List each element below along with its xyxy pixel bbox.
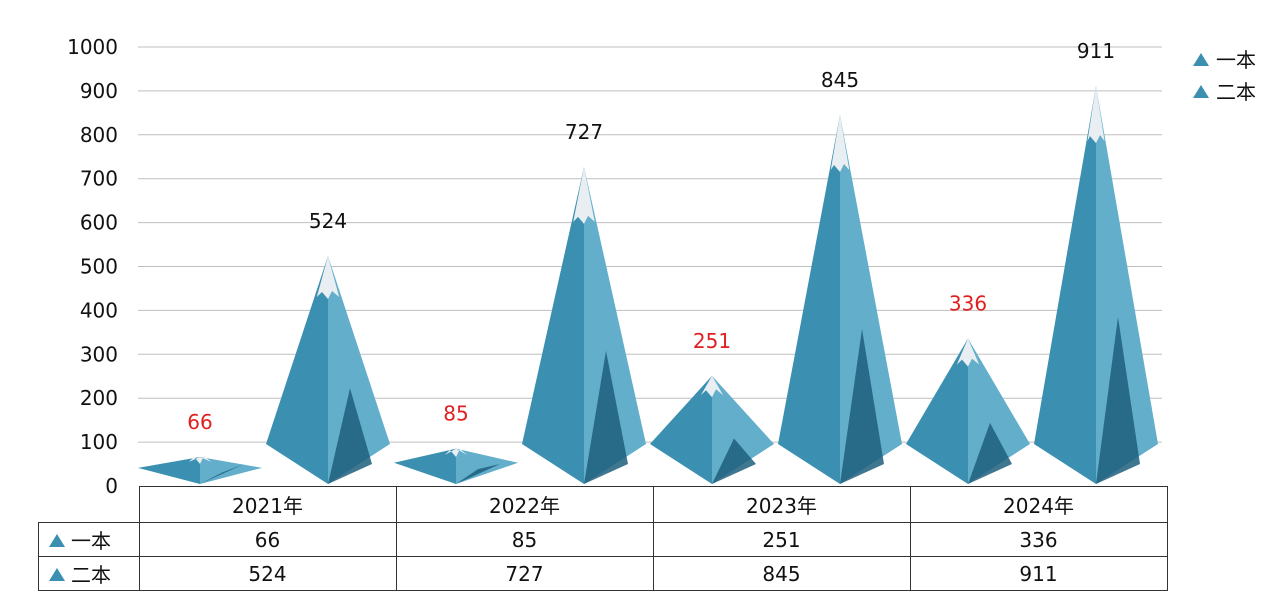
y-tick-label: 1000	[67, 35, 118, 59]
pyramid-shadow	[584, 350, 628, 484]
pyramid-shadow	[456, 464, 500, 484]
pyramid-mark	[266, 255, 390, 484]
data-table-cell: 727	[395, 556, 654, 591]
pyramid-shadow	[968, 422, 1012, 484]
series-marker-icon	[49, 534, 65, 547]
y-tick-label: 800	[80, 123, 118, 147]
data-label: 336	[949, 291, 987, 315]
y-tick-label: 400	[80, 298, 118, 322]
legend-label-1: 一本	[1216, 48, 1256, 72]
data-table-header: 2021年 2022年 2023年 2024年	[38, 486, 1168, 523]
data-table-cell: 85	[395, 522, 654, 557]
data-table-row-series-1: 一本 66 85 251 336	[38, 522, 1168, 557]
data-table: 2021年 2022年 2023年 2024年 一本 66 85 251 336…	[38, 486, 1168, 591]
pyramid-left-face	[394, 448, 456, 484]
data-table-cell: 524	[138, 556, 397, 591]
data-label: 845	[821, 68, 859, 92]
pyramid-mark	[906, 338, 1030, 484]
data-label: 524	[309, 209, 347, 233]
pyramid-snow-cap	[316, 255, 340, 300]
series-marker-icon	[49, 568, 65, 581]
data-table-cell: 66	[138, 522, 397, 557]
data-table-corner	[38, 486, 140, 523]
data-table-row-series-2: 二本 524 727 845 911	[38, 556, 1168, 591]
pyramid-right-face	[200, 457, 262, 484]
pyramid-mark	[1034, 86, 1158, 485]
data-table-category: 2024年	[909, 486, 1168, 523]
data-table-row-label: 二本	[38, 556, 140, 591]
pyramid-mark	[650, 375, 774, 484]
pyramid-left-face	[778, 115, 840, 485]
data-table-category: 2023年	[652, 486, 911, 523]
y-tick-label: 200	[80, 386, 118, 410]
pyramid-snow-cap	[573, 166, 595, 224]
pyramid-left-face	[906, 338, 968, 484]
pyramid-snow-cap	[1087, 86, 1105, 144]
y-tick-label: 300	[80, 342, 118, 366]
legend-label-2: 二本	[1216, 80, 1256, 104]
pyramid-snow-cap	[444, 448, 468, 458]
y-tick-label: 500	[80, 255, 118, 279]
data-table-cell: 911	[909, 556, 1168, 591]
pyramid-shadow	[200, 464, 244, 484]
pyramid-left-face	[650, 375, 712, 484]
data-table-cell: 845	[652, 556, 911, 591]
pyramid-snow-cap	[700, 375, 724, 398]
pyramid-left-face	[138, 457, 200, 484]
pyramid-mark	[778, 115, 902, 485]
legend-marker-1	[1193, 53, 1209, 66]
legend: 一本 二本	[1193, 48, 1256, 104]
y-tick-label: 700	[80, 167, 118, 191]
legend-item-series-2[interactable]: 二本	[1193, 80, 1256, 104]
data-label: 66	[187, 410, 212, 434]
data-labels: 66 85 251 336 524 727 845 911	[187, 39, 1115, 434]
y-tick-label: 600	[80, 211, 118, 235]
pyramid-left-face	[266, 255, 328, 484]
y-tick-label: 100	[80, 430, 118, 454]
legend-marker-2	[1193, 85, 1209, 98]
data-label: 85	[443, 402, 468, 426]
pyramid-shadow	[1096, 316, 1140, 484]
pyramid-left-face	[1034, 86, 1096, 485]
chart-marks	[138, 86, 1158, 485]
pyramid-shadow	[328, 388, 372, 484]
data-table-category: 2021年	[138, 486, 397, 523]
pyramid-snow-cap	[188, 455, 212, 464]
data-label: 251	[693, 329, 731, 353]
pyramid-left-face	[522, 166, 584, 485]
pyramid-snow-cap	[830, 115, 850, 173]
data-table-cell: 336	[909, 522, 1168, 557]
data-label: 911	[1077, 39, 1115, 63]
legend-item-series-1[interactable]: 一本	[1193, 48, 1256, 72]
pyramid-shadow	[840, 329, 884, 484]
data-table-category: 2022年	[395, 486, 654, 523]
y-tick-label: 900	[80, 79, 118, 103]
pyramid-mark	[138, 455, 262, 484]
pyramid-snow-cap	[956, 338, 980, 367]
pyramid-shadow	[712, 438, 756, 484]
data-table-cell: 251	[652, 522, 911, 557]
pyramid-mark	[522, 166, 646, 485]
data-label: 727	[565, 120, 603, 144]
data-table-row-label: 一本	[38, 522, 140, 557]
pyramid-mark	[394, 448, 518, 484]
